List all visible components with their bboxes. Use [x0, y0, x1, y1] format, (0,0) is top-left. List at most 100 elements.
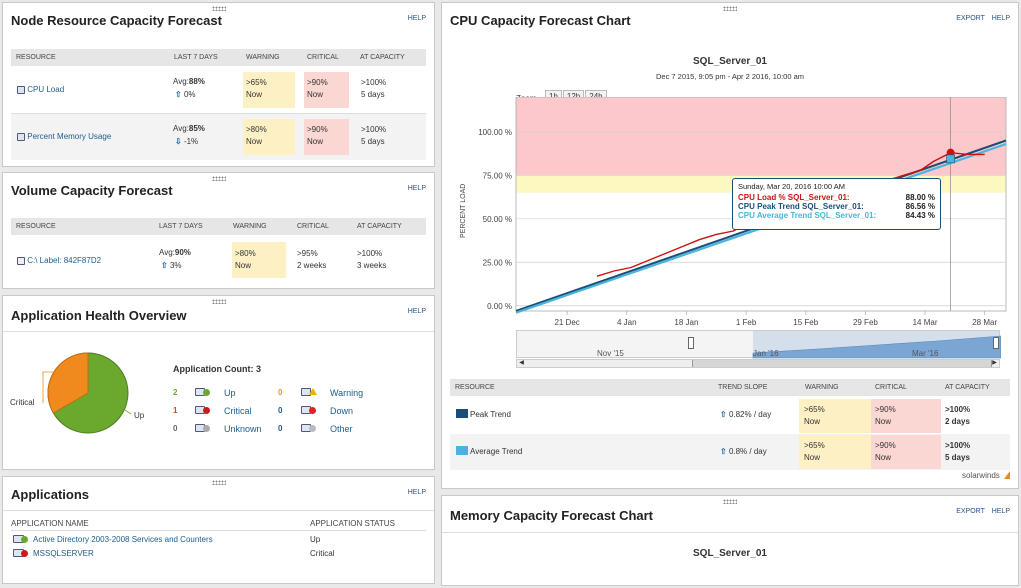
warning-cell	[799, 399, 871, 433]
help-link[interactable]: HELP	[407, 489, 426, 496]
status-warning-link[interactable]: Warning	[330, 388, 364, 398]
help-link[interactable]: HELP	[991, 15, 1010, 22]
drag-handle[interactable]	[211, 6, 226, 11]
server-down-icon	[301, 404, 316, 414]
help-link[interactable]: HELP	[407, 15, 426, 22]
drag-handle[interactable]	[723, 6, 737, 11]
logo-flame-icon	[1004, 471, 1010, 479]
plot-border	[515, 97, 1007, 312]
trend-up-icon: ⇧	[161, 261, 168, 270]
help-link[interactable]: HELP	[407, 185, 426, 192]
panel-title: CPU Capacity Forecast Chart	[450, 13, 631, 28]
export-link[interactable]: EXPORT	[956, 508, 985, 515]
peak-trend-swatch	[456, 409, 468, 418]
app-health-pie[interactable]: Critical Up	[3, 348, 153, 438]
row-divider	[11, 113, 426, 114]
solarwinds-logo: solarwinds	[962, 471, 1010, 480]
app-up-icon	[13, 533, 28, 543]
col-application-status: APPLICATION STATUS	[310, 519, 395, 528]
col-resource: RESOURCE	[16, 54, 56, 61]
export-link[interactable]: EXPORT	[956, 15, 985, 22]
warning-cell	[243, 72, 295, 108]
trend-name: Peak Trend	[470, 410, 511, 419]
chart-date-range: Dec 7 2015, 9:05 pm - Apr 2 2016, 10:00 …	[655, 72, 804, 81]
server-up-icon	[195, 386, 210, 396]
trend-up-icon: ⇧	[720, 447, 727, 456]
app-critical-icon	[13, 547, 28, 557]
scroll-left-icon[interactable]: ◀	[519, 360, 524, 366]
y-tick-label: 75.00 %	[483, 171, 512, 180]
scrollbar-thumb[interactable]	[692, 360, 992, 367]
tooltip-date: Sunday, Mar 20, 2016 10:00 AM	[738, 182, 846, 191]
volume-capacity-panel: Volume Capacity Forecast HELP RESOURCE L…	[2, 172, 435, 289]
x-tick-label: 18 Jan	[674, 318, 698, 327]
pie-slice-critical[interactable]	[47, 352, 89, 414]
help-link[interactable]: HELP	[991, 508, 1010, 515]
x-tick-label: 29 Feb	[853, 318, 878, 327]
trend-down-icon: ⇩	[175, 137, 182, 146]
y-axis-label: PERCENT LOAD	[460, 184, 467, 238]
drag-handle[interactable]	[211, 480, 226, 485]
status-other-link[interactable]: Other	[330, 424, 353, 434]
server-warning-icon	[301, 386, 317, 396]
warning-cell	[232, 242, 286, 278]
critical-cell	[871, 435, 941, 469]
application-link[interactable]: MSSQLSERVER	[33, 549, 94, 558]
trend-name: Average Trend	[470, 447, 523, 456]
server-other-icon	[301, 422, 316, 432]
trend-up-icon: ⇧	[720, 410, 727, 419]
resource-link[interactable]: Percent Memory Usage	[27, 132, 112, 141]
server-critical-icon	[195, 404, 210, 414]
node-resource-panel: Node Resource Capacity Forecast HELP RES…	[2, 2, 435, 167]
panel-title: Application Health Overview	[11, 308, 187, 323]
trend-table-header: RESOURCE TREND SLOPE WARNING CRITICAL AT…	[450, 379, 1010, 396]
application-link[interactable]: Active Directory 2003-2008 Services and …	[33, 535, 213, 544]
scroll-right-icon[interactable]: ▶	[992, 360, 997, 366]
cpu-forecast-panel: CPU Capacity Forecast Chart EXPORT HELP …	[441, 2, 1019, 489]
y-tick-label: 100.00 %	[478, 128, 512, 137]
average-trend-marker	[946, 154, 955, 164]
table-row	[11, 114, 426, 160]
critical-cell	[304, 72, 349, 108]
status-down-link[interactable]: Down	[330, 406, 354, 416]
application-status: Up	[310, 535, 321, 544]
volume-link[interactable]: C:\ Label: 842F87D2	[27, 256, 102, 265]
y-tick-label: 50.00 %	[483, 215, 512, 224]
cpu-icon	[17, 85, 25, 94]
drag-handle[interactable]	[211, 176, 226, 181]
navigator-label: Jan '16	[753, 349, 779, 358]
resource-link[interactable]: CPU Load	[27, 85, 65, 94]
x-tick-label: 1 Feb	[736, 318, 757, 327]
drag-handle[interactable]	[211, 299, 226, 304]
drag-handle[interactable]	[723, 499, 737, 504]
warning-cell	[799, 435, 871, 469]
application-status: Critical	[310, 549, 335, 558]
navigator-scrollbar[interactable]: ◀ ▶	[516, 359, 1000, 368]
server-unknown-icon	[195, 422, 210, 432]
panel-title: Memory Capacity Forecast Chart	[450, 508, 654, 523]
chart-navigator[interactable]: Nov '15 Jan '16 Mar '16	[516, 330, 1001, 359]
x-tick-label: 28 Mar	[972, 318, 997, 327]
panel-title: Applications	[11, 487, 90, 502]
disk-icon	[17, 256, 25, 265]
table-header: RESOURCE LAST 7 DAYS WARNING CRITICAL AT…	[11, 49, 426, 66]
y-tick-label: 25.00 %	[483, 258, 512, 267]
chart-tooltip: Sunday, Mar 20, 2016 10:00 AM CPU Load %…	[732, 178, 941, 230]
status-unknown-link[interactable]: Unknown	[224, 424, 262, 434]
memory-icon	[17, 132, 25, 141]
navigator-label: Mar '16	[912, 349, 939, 358]
col-warning: WARNING	[246, 54, 280, 61]
y-tick-label: 0.00 %	[487, 302, 512, 311]
application-count: Application Count: 3	[173, 364, 261, 374]
status-critical-link[interactable]: Critical	[224, 406, 252, 416]
help-link[interactable]: HELP	[407, 308, 426, 315]
chart-title: SQL_Server_01	[693, 548, 767, 559]
navigator-handle-right[interactable]	[993, 337, 999, 349]
app-health-panel: Application Health Overview HELP Critica…	[2, 295, 435, 470]
average-trend-swatch	[456, 446, 468, 455]
trend-up-icon: ⇧	[175, 90, 182, 99]
critical-zone	[516, 97, 1006, 176]
x-tick-label: 14 Mar	[913, 318, 938, 327]
status-up-link[interactable]: Up	[224, 388, 236, 398]
navigator-handle-left[interactable]	[688, 337, 694, 349]
